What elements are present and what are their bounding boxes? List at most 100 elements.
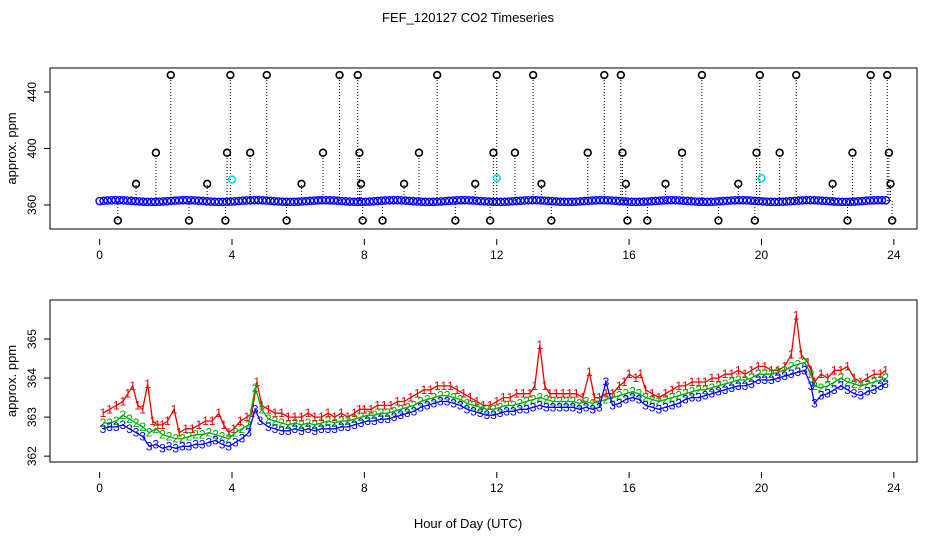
series-marker-2: 2 [649, 393, 656, 407]
baseline-point [528, 195, 537, 205]
series-marker-1: 1 [675, 379, 682, 393]
baseline-point [599, 195, 609, 205]
baseline-point [373, 196, 382, 206]
y-tick-label: 364 [25, 368, 39, 388]
series-marker-2: 2 [689, 385, 696, 399]
series-marker-1: 1 [215, 406, 222, 420]
baseline-point [663, 195, 672, 205]
series-marker-3: 3 [702, 389, 709, 403]
baseline-point [643, 197, 652, 206]
spike-point [358, 216, 367, 225]
series-marker-2: 2 [450, 391, 457, 405]
series-marker-2: 2 [444, 389, 451, 403]
series-marker-1: 1 [292, 410, 299, 424]
series-marker-2: 2 [824, 379, 831, 393]
series-marker-1: 1 [793, 309, 800, 323]
baseline-point [766, 197, 776, 207]
series-marker-3: 3 [510, 404, 517, 418]
y-axis-label: approx. ppm [4, 112, 19, 184]
baseline-point [694, 197, 704, 207]
series-marker-1: 1 [728, 367, 735, 381]
spike-point [262, 70, 271, 80]
series-marker-3: 3 [851, 387, 858, 401]
series-marker-3: 3 [530, 400, 537, 414]
series-marker-1: 1 [603, 387, 610, 401]
spike-point [661, 179, 670, 189]
series-marker-3: 3 [801, 363, 808, 377]
baseline-point [357, 197, 367, 207]
baseline-point [210, 197, 220, 207]
series-marker-2: 2 [417, 394, 424, 408]
series-marker-1: 1 [100, 406, 107, 420]
series-marker-1: 1 [526, 387, 533, 401]
series-marker-2: 2 [311, 418, 318, 432]
baseline-point [131, 196, 140, 206]
series-marker-1: 1 [368, 402, 375, 416]
baseline-point [246, 195, 255, 205]
series-marker-2: 2 [818, 381, 825, 395]
baseline-point [865, 196, 875, 205]
series-marker-3: 3 [882, 377, 889, 391]
series-marker-3: 3 [252, 402, 259, 416]
series-marker-2: 2 [517, 396, 524, 410]
series-marker-3: 3 [444, 394, 451, 408]
series-marker-3: 3 [338, 420, 345, 434]
baseline-point [194, 196, 204, 205]
baseline-point [512, 196, 521, 206]
series-marker-3: 3 [656, 402, 663, 416]
series-marker-2: 2 [882, 371, 889, 385]
series-marker-3: 3 [708, 387, 715, 401]
baseline-point [571, 197, 581, 206]
series-marker-1: 1 [196, 418, 203, 432]
series-marker-2: 2 [437, 389, 444, 403]
baseline-point [810, 195, 819, 205]
series-marker-3: 3 [153, 437, 160, 451]
series-marker-2: 2 [871, 375, 878, 389]
series-marker-3: 3 [371, 414, 378, 428]
series-marker-2: 2 [186, 430, 193, 444]
x-tick-label: 12 [490, 481, 504, 495]
series-marker-2: 2 [272, 414, 279, 428]
series-marker-2: 2 [106, 416, 113, 430]
baseline-point [448, 196, 458, 205]
series-marker-3: 3 [411, 404, 418, 418]
series-marker-2: 2 [596, 394, 603, 408]
spike-point [755, 70, 765, 80]
series-marker-1: 1 [857, 375, 864, 389]
baseline-point [405, 196, 414, 206]
series-marker-1: 1 [669, 383, 676, 397]
series-marker-2: 2 [470, 398, 477, 412]
baseline-point [397, 196, 406, 205]
baseline-point [690, 197, 700, 206]
series-marker-1: 1 [761, 359, 768, 373]
series-marker-3: 3 [695, 391, 702, 405]
series-marker-3: 3 [344, 420, 351, 434]
series-marker-2: 2 [768, 367, 775, 381]
series-marker-1: 1 [440, 379, 447, 393]
baseline-point [508, 196, 517, 206]
baseline-point [321, 195, 331, 205]
baseline-point [651, 196, 660, 206]
series-marker-3: 3 [742, 379, 749, 393]
series-marker-1: 1 [113, 398, 120, 412]
series-marker-1: 1 [387, 398, 394, 412]
series-marker-3: 3 [364, 414, 371, 428]
baseline-point [186, 195, 196, 205]
series-marker-1: 1 [129, 379, 136, 393]
baseline-point [718, 196, 728, 206]
spike-point [184, 216, 194, 225]
series-marker-2: 2 [318, 416, 325, 430]
baseline-point [444, 196, 454, 206]
baseline-point [591, 196, 601, 205]
baseline-point [111, 195, 120, 205]
figure-x-axis-label: Hour of Day (UTC) [414, 516, 522, 531]
x-tick-label: 0 [96, 248, 103, 262]
series-marker-2: 2 [219, 430, 226, 444]
series-marker-1: 1 [579, 391, 586, 405]
x-tick-label: 20 [755, 248, 769, 262]
series-marker-1: 1 [573, 387, 580, 401]
spike-point [432, 70, 442, 80]
series-marker-2: 2 [808, 367, 815, 381]
baseline-point [182, 195, 192, 205]
baseline-point [683, 196, 692, 206]
